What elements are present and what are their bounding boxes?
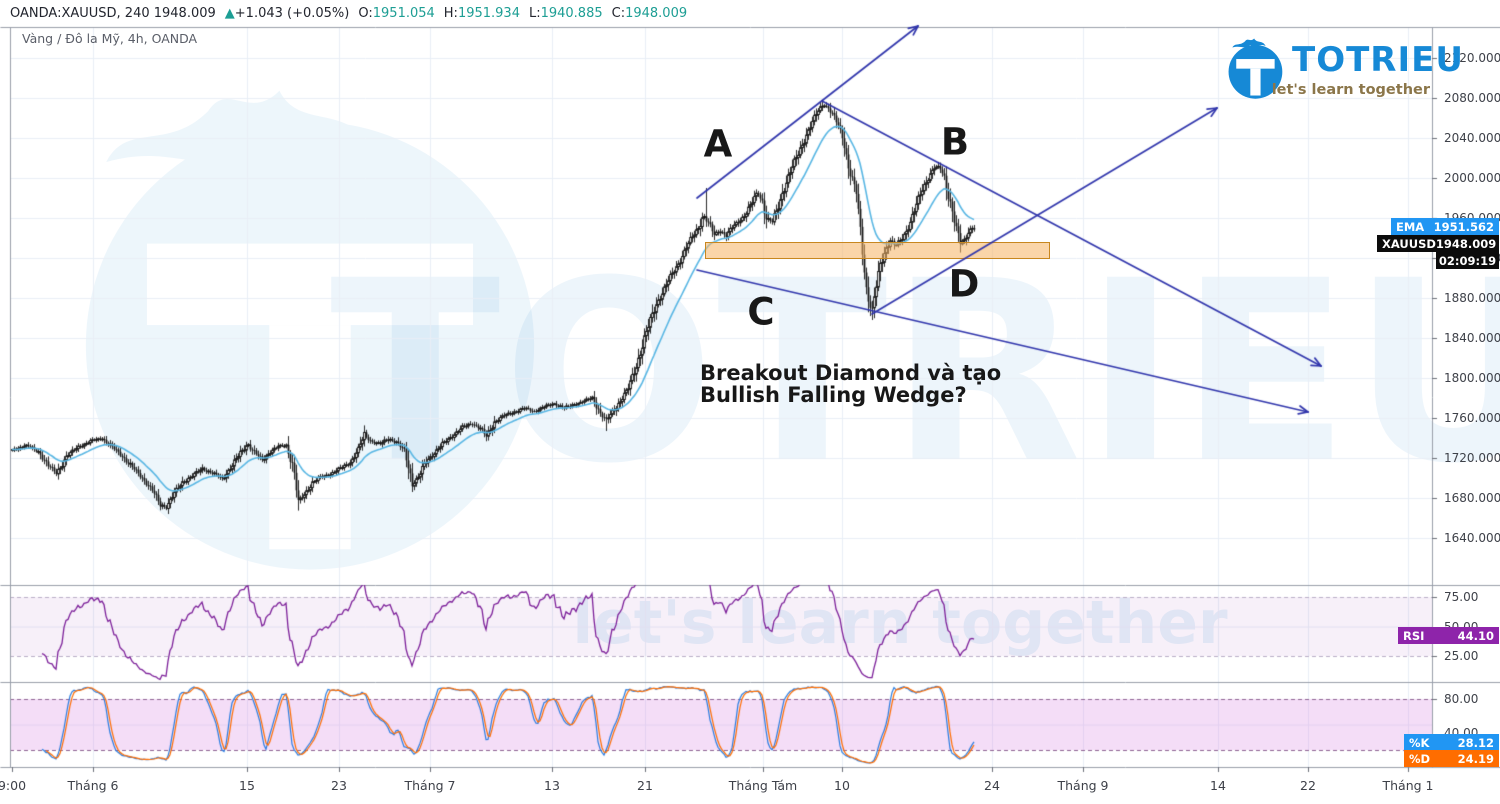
- brand-logo-icon: [1228, 38, 1283, 99]
- bar-countdown-badge: 02:09:19: [1436, 252, 1499, 269]
- time-tick-label: 24: [984, 778, 1000, 793]
- price-tick-label: 2000.000: [1444, 171, 1500, 185]
- rsi-badge-value: 44.10: [1457, 628, 1494, 643]
- time-tick-label: Tháng 6: [67, 778, 119, 793]
- analysis-note-text[interactable]: Breakout Diamond và tạo Bullish Falling …: [700, 362, 1001, 406]
- pattern-point-d-label[interactable]: D: [948, 262, 980, 306]
- stoch-k-badge-value: 28.12: [1457, 735, 1494, 750]
- time-tick-label: Tháng Tám: [728, 778, 798, 793]
- time-tick-label: 23: [331, 778, 347, 793]
- last-price-badge: XAUUSD 1948.009: [1377, 235, 1499, 252]
- price-tick-label: 1800.000: [1444, 371, 1500, 385]
- stoch-d-badge-label: %D: [1409, 751, 1431, 766]
- ema-value-badge: EMA 1951.562: [1391, 218, 1499, 235]
- last-price-badge-value: 1948.009: [1435, 236, 1497, 251]
- last-price-badge-symbol: XAUUSD: [1382, 236, 1436, 251]
- support-zone-rectangle[interactable]: [705, 242, 1050, 259]
- price-tick-label: 2040.000: [1444, 131, 1500, 145]
- rsi-tick-label: 75.00: [1444, 590, 1479, 604]
- time-tick-label: 22: [1300, 778, 1316, 793]
- analysis-note-line1: Breakout Diamond và tạo: [700, 361, 1002, 385]
- price-tick-label: 1880.000: [1444, 291, 1500, 305]
- stoch-tick-label: 80.00: [1444, 692, 1479, 706]
- time-tick-label: Tháng 7: [404, 778, 456, 793]
- brand-logo-text: TOTRIEU: [1292, 40, 1464, 80]
- stoch-k-badge-label: %K: [1409, 735, 1430, 750]
- price-tick-label: 1720.000: [1444, 451, 1500, 465]
- rsi-badge-label: RSI: [1403, 628, 1425, 643]
- chart-legend-title[interactable]: Vàng / Đô la Mỹ, 4h, OANDA: [22, 31, 198, 46]
- rsi-tick-label: 25.00: [1444, 649, 1479, 663]
- analysis-note-line2: Bullish Falling Wedge?: [700, 383, 967, 407]
- pattern-point-a-label[interactable]: A: [703, 122, 733, 166]
- brand-logo[interactable]: TOTRIEU let's learn together: [1226, 32, 1463, 104]
- stoch-k-badge: %K 28.12: [1404, 734, 1499, 751]
- pattern-point-c-label[interactable]: C: [747, 290, 775, 334]
- time-tick-label: 13: [544, 778, 560, 793]
- price-tick-label: 1640.000: [1444, 531, 1500, 545]
- pattern-point-b-label[interactable]: B: [940, 120, 970, 164]
- time-tick-label: 14: [1210, 778, 1226, 793]
- time-tick-label: Tháng 9: [1057, 778, 1109, 793]
- stoch-d-badge: %D 24.19: [1404, 750, 1499, 767]
- bar-countdown-value: 02:09:19: [1438, 253, 1497, 268]
- rsi-value-badge: RSI 44.10: [1398, 627, 1499, 644]
- time-tick-label: 9:00: [0, 778, 27, 793]
- ema-badge-label: EMA: [1396, 219, 1425, 234]
- time-tick-label: 10: [834, 778, 850, 793]
- price-tick-label: 1680.000: [1444, 491, 1500, 505]
- time-tick-label: Tháng 1: [1382, 778, 1434, 793]
- price-tick-label: 2080.000: [1444, 91, 1500, 105]
- stoch-d-badge-value: 24.19: [1457, 751, 1494, 766]
- price-tick-label: 1760.000: [1444, 411, 1500, 425]
- price-tick-label: 1840.000: [1444, 331, 1500, 345]
- ema-badge-value: 1951.562: [1433, 219, 1494, 234]
- price-tick-label: 2120.000: [1444, 51, 1500, 65]
- brand-logo-tagline: let's learn together: [1271, 82, 1430, 98]
- time-tick-label: 21: [637, 778, 653, 793]
- time-tick-label: 15: [239, 778, 255, 793]
